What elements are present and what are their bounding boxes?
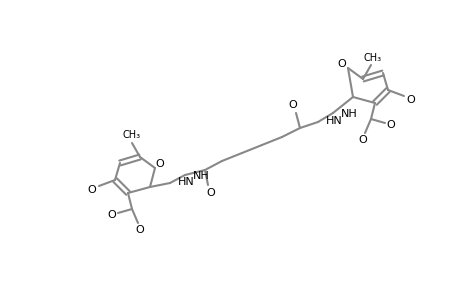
Text: O: O <box>386 120 395 130</box>
Text: HN: HN <box>178 177 194 187</box>
Text: O: O <box>288 100 297 110</box>
Text: O: O <box>87 185 96 195</box>
Text: O: O <box>337 59 346 69</box>
Text: O: O <box>107 210 116 220</box>
Text: O: O <box>406 95 414 105</box>
Text: O: O <box>155 159 164 169</box>
Text: O: O <box>358 135 367 145</box>
Text: NH: NH <box>193 171 209 181</box>
Text: O: O <box>206 188 215 198</box>
Text: NH: NH <box>340 109 357 119</box>
Text: CH₃: CH₃ <box>363 53 381 63</box>
Text: HN: HN <box>325 116 342 126</box>
Text: O: O <box>135 225 144 235</box>
Text: CH₃: CH₃ <box>123 130 141 140</box>
